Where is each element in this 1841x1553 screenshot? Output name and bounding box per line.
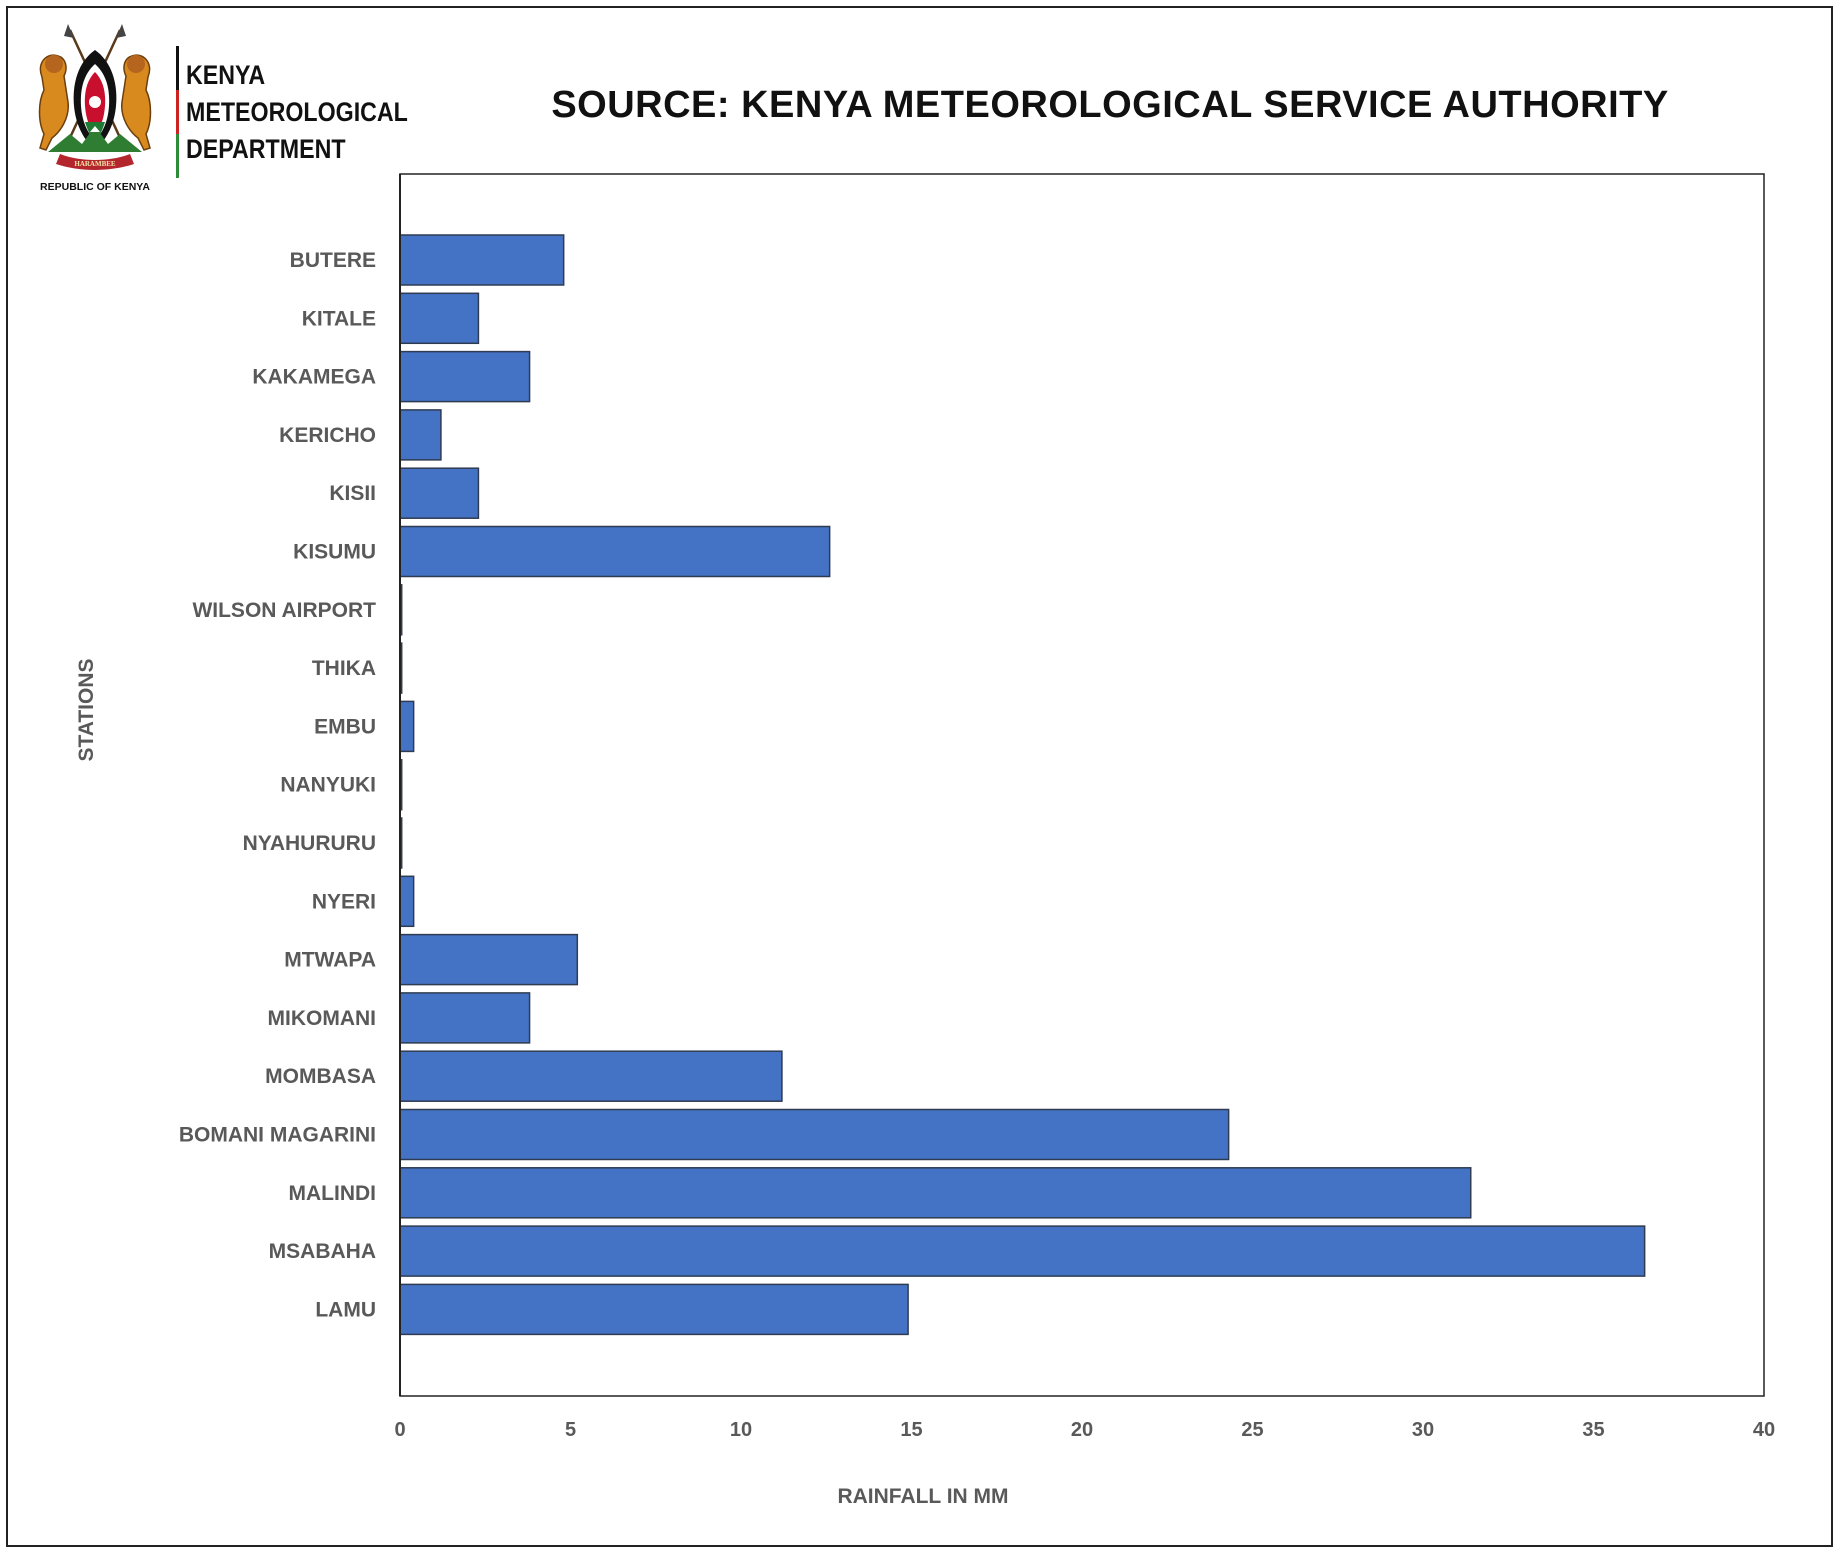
category-label: KISUMU [293, 541, 376, 564]
category-label: NYERI [312, 890, 376, 913]
x-tick-label: 15 [900, 1419, 922, 1441]
x-tick-label: 10 [730, 1419, 752, 1441]
x-tick-label: 25 [1241, 1419, 1263, 1441]
category-label: NYAHURURU [243, 832, 376, 855]
bar [399, 234, 565, 286]
bar [399, 992, 531, 1044]
x-tick-label: 30 [1412, 1419, 1434, 1441]
bar [399, 875, 415, 928]
bar [399, 1050, 783, 1102]
category-label: KITALE [302, 307, 376, 330]
dept-line-2: METEOROLOGICAL [186, 97, 408, 127]
category-label: LAMU [315, 1298, 376, 1321]
chart-frame [6, 6, 1833, 1547]
bar [399, 292, 480, 345]
y-axis-title: STATIONS [75, 658, 98, 761]
bar [399, 1167, 1472, 1219]
dept-rule-black [176, 46, 179, 90]
dept-line-3: DEPARTMENT [186, 134, 346, 164]
category-label: EMBU [314, 715, 376, 738]
x-tick-label: 40 [1753, 1419, 1775, 1441]
dept-rule-red [176, 90, 179, 134]
x-axis-title: RAINFALL IN MM [837, 1485, 1008, 1508]
bar [399, 409, 442, 461]
category-label: MALINDI [289, 1182, 377, 1205]
kenya-coat-of-arms-logo: HARAMBEE REPUBLIC OF KENYA [38, 24, 152, 193]
bar [399, 700, 415, 753]
x-tick-label: 20 [1071, 1419, 1093, 1441]
category-label: THIKA [312, 657, 376, 680]
category-label: MSABAHA [269, 1240, 376, 1263]
category-label: BOMANI MAGARINI [179, 1124, 376, 1147]
category-label: KISII [329, 482, 376, 505]
category-label: WILSON AIRPORT [192, 599, 376, 622]
category-label: MIKOMANI [268, 1007, 377, 1030]
bar [399, 1108, 1230, 1161]
x-tick-label: 5 [565, 1419, 576, 1441]
bar [399, 933, 579, 986]
category-label: MTWAPA [284, 949, 376, 972]
dept-line-1: KENYA [186, 60, 266, 90]
svg-text:HARAMBEE: HARAMBEE [74, 160, 116, 168]
bar [399, 1283, 909, 1336]
bar [399, 350, 531, 403]
category-label: NANYUKI [280, 774, 376, 797]
emblem-caption: REPUBLIC OF KENYA [40, 181, 150, 193]
bar [399, 525, 831, 578]
category-label: MOMBASA [265, 1065, 376, 1088]
category-label: BUTERE [290, 249, 376, 272]
chart-title: SOURCE: KENYA METEOROLOGICAL SERVICE AUT… [551, 84, 1669, 126]
category-label: KAKAMEGA [252, 366, 376, 389]
dept-rule-green [176, 134, 179, 178]
x-tick-label: 35 [1582, 1419, 1604, 1441]
x-tick-label: 0 [394, 1419, 405, 1441]
bar [399, 467, 480, 519]
bar [399, 1225, 1646, 1277]
category-label: KERICHO [279, 424, 376, 447]
